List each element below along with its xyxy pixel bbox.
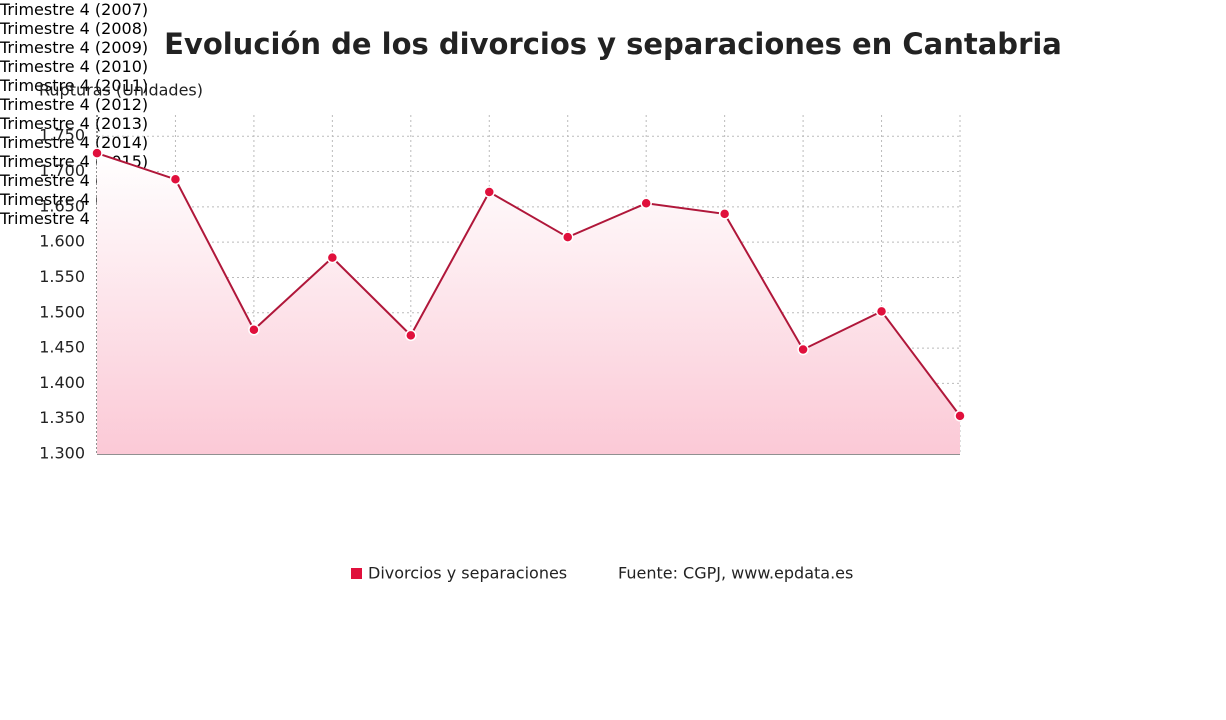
y-tick-label: 1.500 [39,302,85,321]
x-tick-label: Trimestre 4 (2011) [0,76,149,95]
point [169,173,182,186]
y-tick-label: 1.400 [39,373,85,392]
y-tick-label: 1.450 [39,338,85,357]
point [326,251,339,264]
line [96,152,961,417]
x-tick-label: Trimestre 4 (2008) [0,19,149,38]
x-tick-label: Trimestre 4 [0,209,90,228]
y-axis-label: Rupturas (Unidades) [39,81,203,100]
point [248,323,260,336]
point [718,208,731,220]
x-tick-label: Trimestre 4 (2009) [0,38,149,57]
y-tick-label: 1.650 [39,196,85,215]
source: Fuente: CGPJ, www.epdata.es [618,564,853,583]
point [561,231,574,243]
x-tick-label: Trimestre 4 (2012) [0,95,149,114]
y-tick-label: 1.550 [39,267,85,286]
point [405,329,417,342]
point [91,147,103,159]
y-tick-label: 1.350 [39,408,85,427]
y-tick-label: 1.750 [39,126,85,145]
x-tick-label: Trimestre 4 (2007) [0,0,149,19]
x-tick-label: Trimestre 4 (2014) [0,133,149,152]
x-tick-label: Trimestre 4 (2010) [0,57,149,76]
legend-label: Divorcios y separaciones [368,564,567,583]
chart-title: Evolución de los divorcios y separacione… [164,27,1062,61]
point [797,343,809,356]
point [483,186,496,198]
point [875,305,888,318]
y-tick-label: 1.300 [39,444,85,463]
point [954,410,966,422]
point [640,197,652,210]
legend-swatch [351,568,362,579]
x-tick-label: Trimestre 4 (2013) [0,114,149,133]
area [97,153,960,454]
y-tick-label: 1.600 [39,232,85,251]
y-tick-label: 1.700 [39,161,85,180]
